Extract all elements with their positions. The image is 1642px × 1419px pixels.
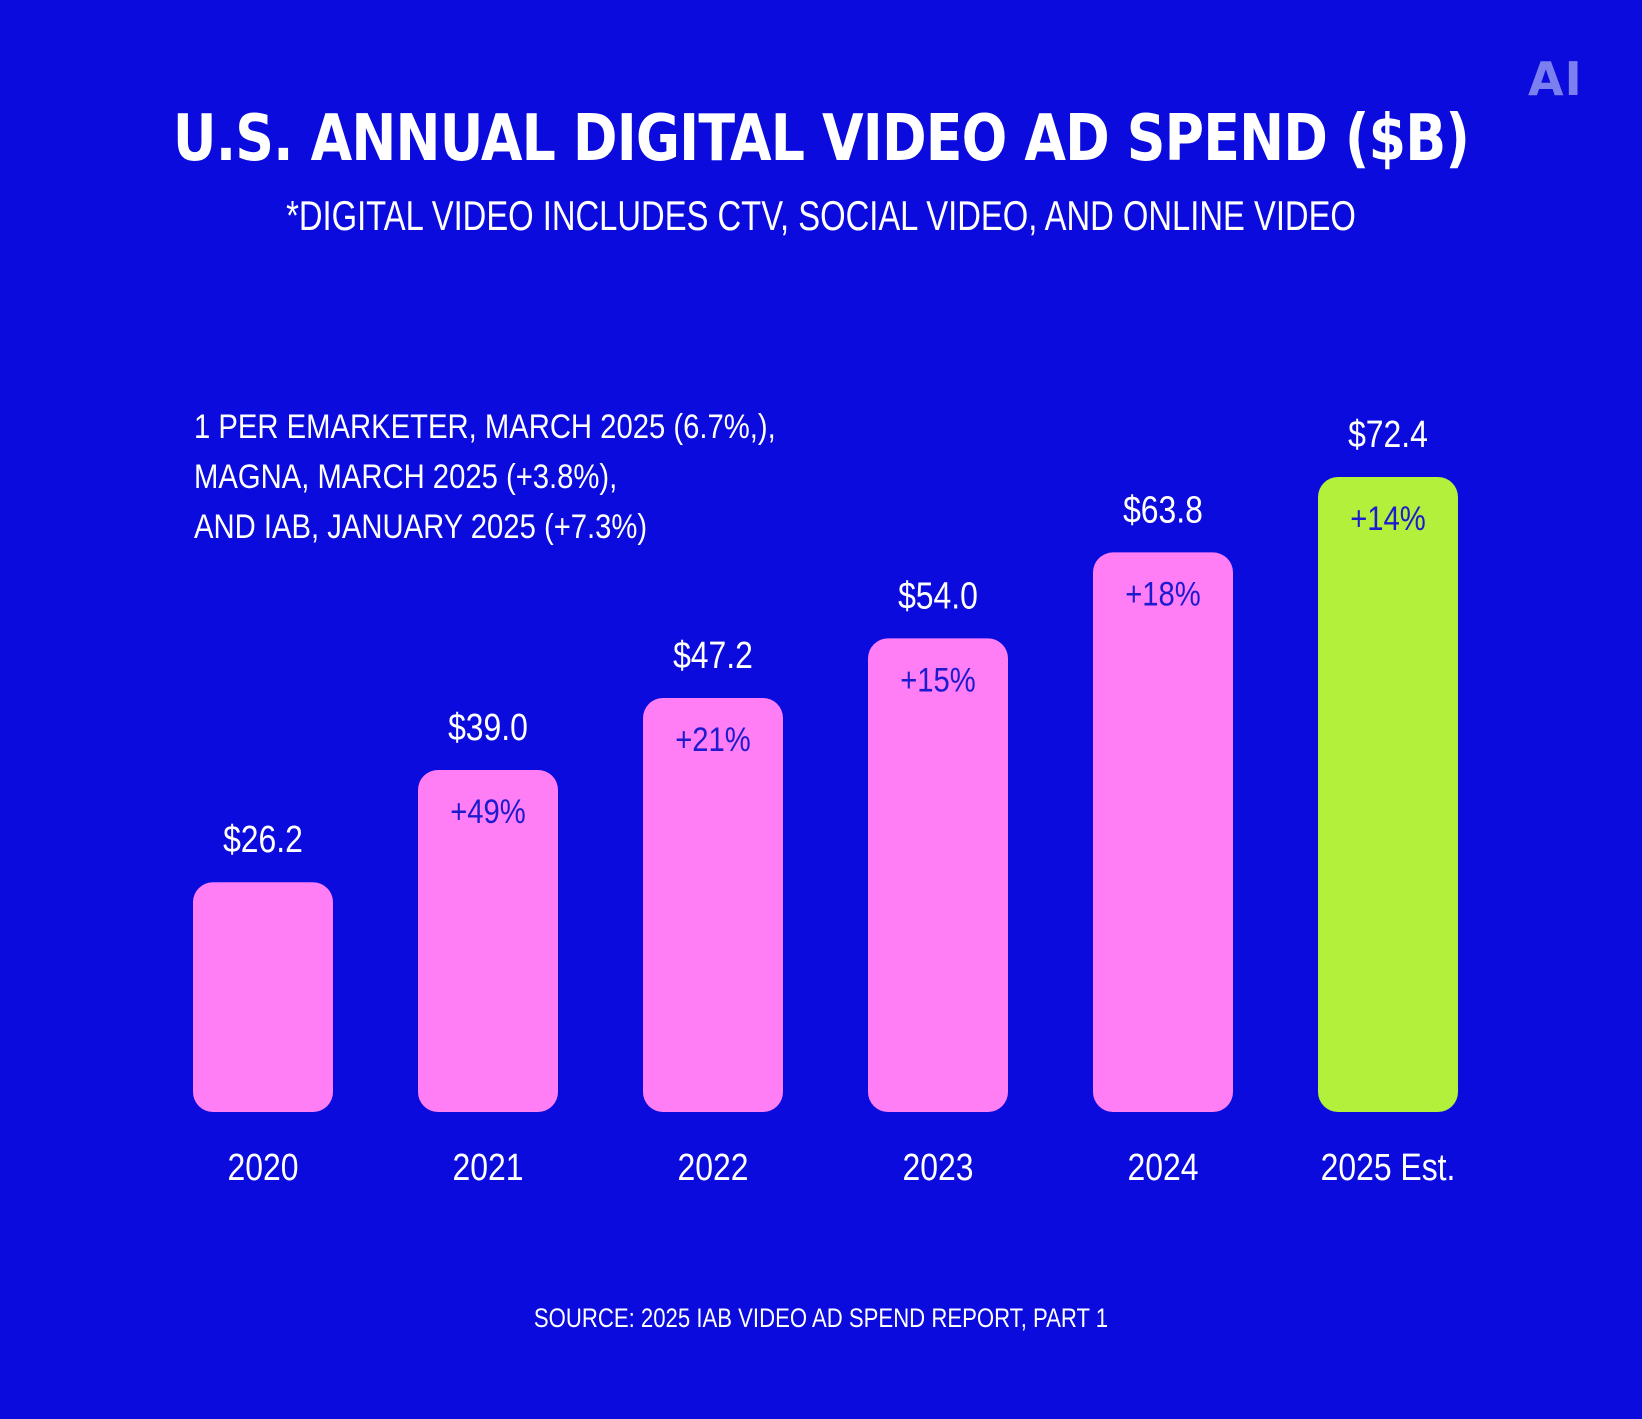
- bar-value-label: $54.0: [898, 575, 978, 617]
- bar-value-label: $26.2: [223, 819, 303, 861]
- bar-growth-label: +15%: [900, 660, 976, 699]
- bar: [1318, 477, 1458, 1112]
- forecast-notes: 1 PER EMARKETER, MARCH 2025 (6.7%,), MAG…: [194, 402, 779, 552]
- bar-value-label: $39.0: [448, 706, 528, 748]
- bar-value-label: $72.4: [1348, 413, 1428, 455]
- bar-growth-label: +14%: [1350, 499, 1426, 538]
- x-tick-label: 2021: [453, 1146, 524, 1188]
- note-line: MAGNA, MARCH 2025 (+3.8%),: [194, 458, 618, 496]
- bar-value-label: $47.2: [673, 634, 753, 676]
- source-note: SOURCE: 2025 IAB VIDEO AD SPEND REPORT, …: [533, 1303, 1109, 1333]
- x-tick-label: 2025 Est.: [1321, 1146, 1456, 1188]
- chart-title: U.S. ANNUAL DIGITAL VIDEO AD SPEND ($B): [172, 102, 1470, 176]
- note-line: 1 PER EMARKETER, MARCH 2025 (6.7%,),: [194, 408, 776, 446]
- bar: [418, 769, 558, 1112]
- chart-subtitle: *DIGITAL VIDEO INCLUDES CTV, SOCIAL VIDE…: [286, 192, 1356, 239]
- bar-growth-label: +18%: [1125, 574, 1201, 613]
- x-tick-label: 2022: [678, 1146, 749, 1188]
- x-tick-label: 2023: [903, 1146, 974, 1188]
- bar-value-label: $63.8: [1123, 489, 1203, 531]
- bar-growth-label: +49%: [450, 792, 526, 831]
- bar: [868, 638, 1008, 1112]
- bar: [1093, 552, 1233, 1112]
- bar: [193, 882, 333, 1112]
- bar: [643, 698, 783, 1112]
- x-tick-label: 2024: [1128, 1146, 1199, 1188]
- x-tick-label: 2020: [228, 1146, 299, 1188]
- brand-logo: AI: [1528, 52, 1583, 106]
- note-line: AND IAB, JANUARY 2025 (+7.3%): [194, 508, 648, 546]
- bar-growth-label: +21%: [675, 720, 751, 759]
